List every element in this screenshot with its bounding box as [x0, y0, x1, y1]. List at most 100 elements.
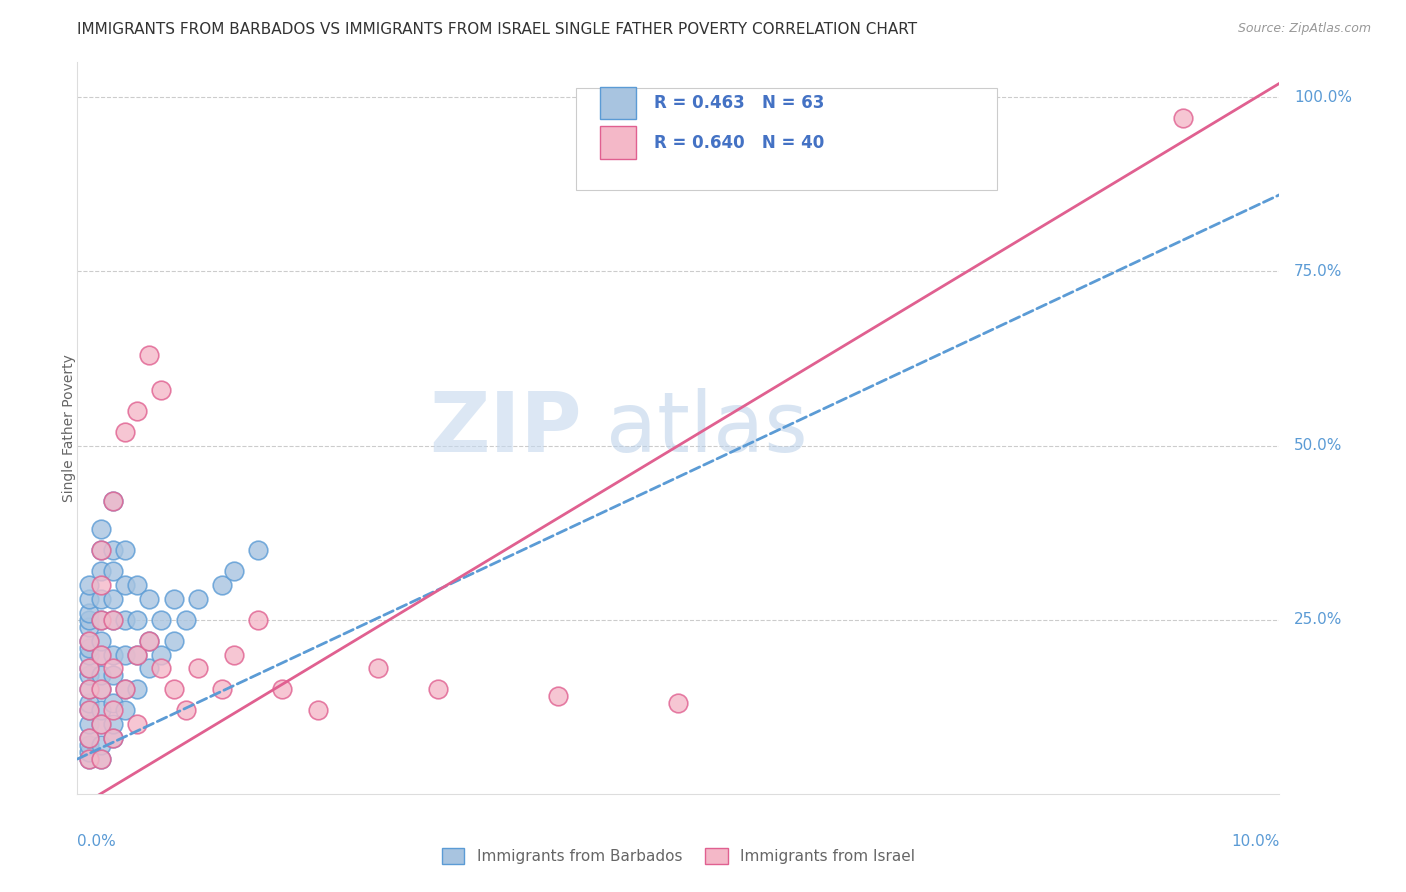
- Point: [162, 633, 184, 648]
- Text: 10.0%: 10.0%: [1232, 834, 1279, 849]
- Point: [103, 564, 125, 578]
- Point: [103, 613, 125, 627]
- Point: [103, 648, 125, 662]
- Point: [150, 383, 173, 397]
- Point: [90, 522, 112, 536]
- Point: [427, 682, 450, 697]
- Point: [90, 717, 112, 731]
- Point: [90, 564, 112, 578]
- Point: [103, 543, 125, 558]
- Point: [367, 661, 389, 675]
- Point: [127, 403, 149, 417]
- Point: [79, 703, 101, 717]
- Text: Source: ZipAtlas.com: Source: ZipAtlas.com: [1237, 22, 1371, 36]
- Point: [186, 661, 209, 675]
- Point: [668, 696, 690, 710]
- Point: [186, 591, 209, 606]
- Point: [90, 717, 112, 731]
- Point: [114, 648, 136, 662]
- Point: [90, 752, 112, 766]
- Point: [103, 696, 125, 710]
- Point: [79, 696, 101, 710]
- Point: [79, 717, 101, 731]
- Point: [114, 578, 136, 592]
- Point: [174, 613, 197, 627]
- Point: [127, 613, 149, 627]
- Point: [90, 682, 112, 697]
- Point: [79, 640, 101, 655]
- Point: [103, 731, 125, 746]
- FancyBboxPatch shape: [576, 88, 997, 191]
- Point: [79, 648, 101, 662]
- Point: [90, 633, 112, 648]
- Point: [222, 648, 245, 662]
- Point: [211, 682, 233, 697]
- Point: [174, 703, 197, 717]
- Point: [79, 661, 101, 675]
- Point: [90, 752, 112, 766]
- Point: [103, 661, 125, 675]
- Point: [246, 543, 269, 558]
- Point: [114, 543, 136, 558]
- Text: 0.0%: 0.0%: [77, 834, 117, 849]
- Text: R = 0.463   N = 63: R = 0.463 N = 63: [654, 94, 825, 112]
- Y-axis label: Single Father Poverty: Single Father Poverty: [62, 354, 76, 502]
- Point: [90, 578, 112, 592]
- Point: [90, 591, 112, 606]
- Point: [222, 564, 245, 578]
- Point: [127, 648, 149, 662]
- Point: [162, 591, 184, 606]
- Point: [150, 613, 173, 627]
- Point: [79, 633, 101, 648]
- Point: [90, 682, 112, 697]
- Point: [138, 348, 160, 362]
- Point: [79, 668, 101, 682]
- FancyBboxPatch shape: [600, 87, 637, 120]
- Point: [127, 648, 149, 662]
- Point: [90, 543, 112, 558]
- Point: [246, 613, 269, 627]
- Text: 100.0%: 100.0%: [1294, 90, 1353, 104]
- Point: [114, 703, 136, 717]
- Text: 75.0%: 75.0%: [1294, 264, 1343, 279]
- Point: [79, 633, 101, 648]
- Point: [79, 620, 101, 634]
- Point: [79, 752, 101, 766]
- Point: [90, 613, 112, 627]
- Point: [90, 543, 112, 558]
- Point: [90, 648, 112, 662]
- Point: [138, 591, 160, 606]
- Point: [114, 425, 136, 439]
- Text: 25.0%: 25.0%: [1294, 612, 1343, 627]
- Point: [138, 633, 160, 648]
- Legend: Immigrants from Barbados, Immigrants from Israel: Immigrants from Barbados, Immigrants fro…: [436, 842, 921, 871]
- Point: [114, 682, 136, 697]
- Point: [79, 738, 101, 752]
- Point: [79, 682, 101, 697]
- Point: [103, 494, 125, 508]
- Point: [547, 690, 569, 704]
- Point: [114, 682, 136, 697]
- Point: [138, 633, 160, 648]
- Point: [103, 668, 125, 682]
- Point: [127, 578, 149, 592]
- Point: [211, 578, 233, 592]
- Point: [103, 717, 125, 731]
- Point: [79, 682, 101, 697]
- Point: [79, 578, 101, 592]
- Point: [90, 703, 112, 717]
- Point: [79, 731, 101, 746]
- Text: ZIP: ZIP: [430, 388, 582, 468]
- Point: [79, 613, 101, 627]
- Point: [127, 682, 149, 697]
- Point: [79, 661, 101, 675]
- FancyBboxPatch shape: [600, 126, 637, 159]
- Point: [103, 591, 125, 606]
- Point: [90, 648, 112, 662]
- Point: [79, 703, 101, 717]
- Point: [150, 648, 173, 662]
- Point: [162, 682, 184, 697]
- Text: atlas: atlas: [606, 388, 808, 468]
- Text: R = 0.640   N = 40: R = 0.640 N = 40: [654, 134, 824, 152]
- Point: [79, 591, 101, 606]
